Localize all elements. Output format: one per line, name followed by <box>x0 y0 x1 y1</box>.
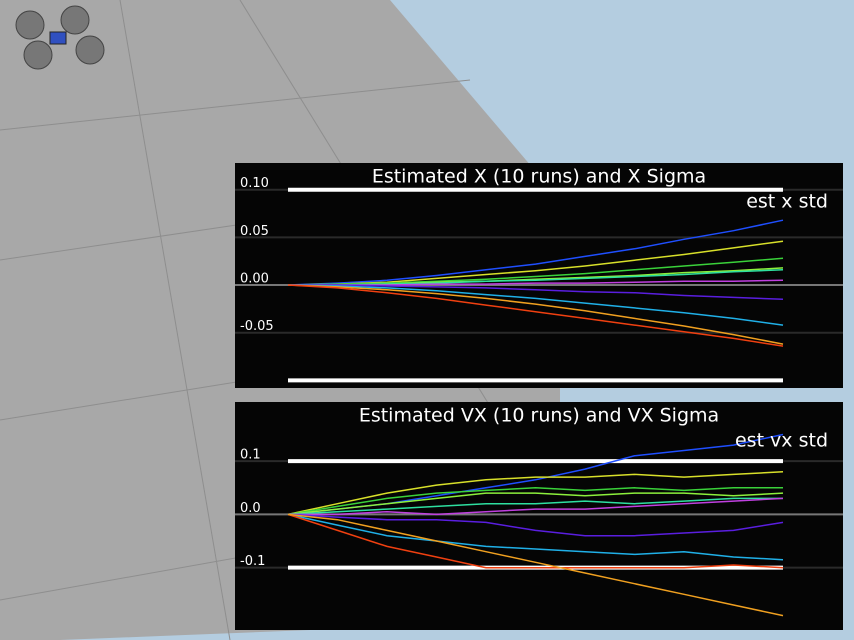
chart-title: Estimated VX (10 runs) and VX Sigma <box>359 405 719 427</box>
legend-entry: est x std <box>746 191 828 213</box>
plot-panel <box>235 402 843 630</box>
run-line <box>287 257 784 286</box>
run-line <box>287 497 783 516</box>
run-line <box>287 513 784 561</box>
run-line <box>287 284 784 345</box>
run-line <box>287 219 784 286</box>
legend-entry: est vx std <box>735 430 828 452</box>
chart-title: Estimated X (10 runs) and X Sigma <box>372 166 706 188</box>
run-line <box>288 284 784 301</box>
y-tick-label: 0.05 <box>240 224 269 239</box>
y-tick-label: 0.1 <box>240 448 261 463</box>
y-tick-label: -0.1 <box>240 554 265 569</box>
run-line <box>287 284 784 347</box>
y-tick-label: -0.05 <box>240 319 274 334</box>
plot-panel <box>235 163 843 388</box>
run-line <box>287 513 784 537</box>
run-line <box>287 284 784 326</box>
drone <box>15 5 105 70</box>
run-line <box>287 487 783 516</box>
y-tick-label: 0.10 <box>240 176 269 191</box>
y-tick-label: 0.00 <box>240 272 269 287</box>
y-tick-label: 0.0 <box>240 501 261 516</box>
run-line <box>287 513 784 617</box>
charts: 0.10 0.05 0.00 -0.05 Estimated X (10 runs) a… <box>235 163 843 630</box>
run-line <box>288 497 784 516</box>
run-line <box>287 513 784 569</box>
run-line <box>287 492 784 516</box>
run-line <box>287 471 784 516</box>
